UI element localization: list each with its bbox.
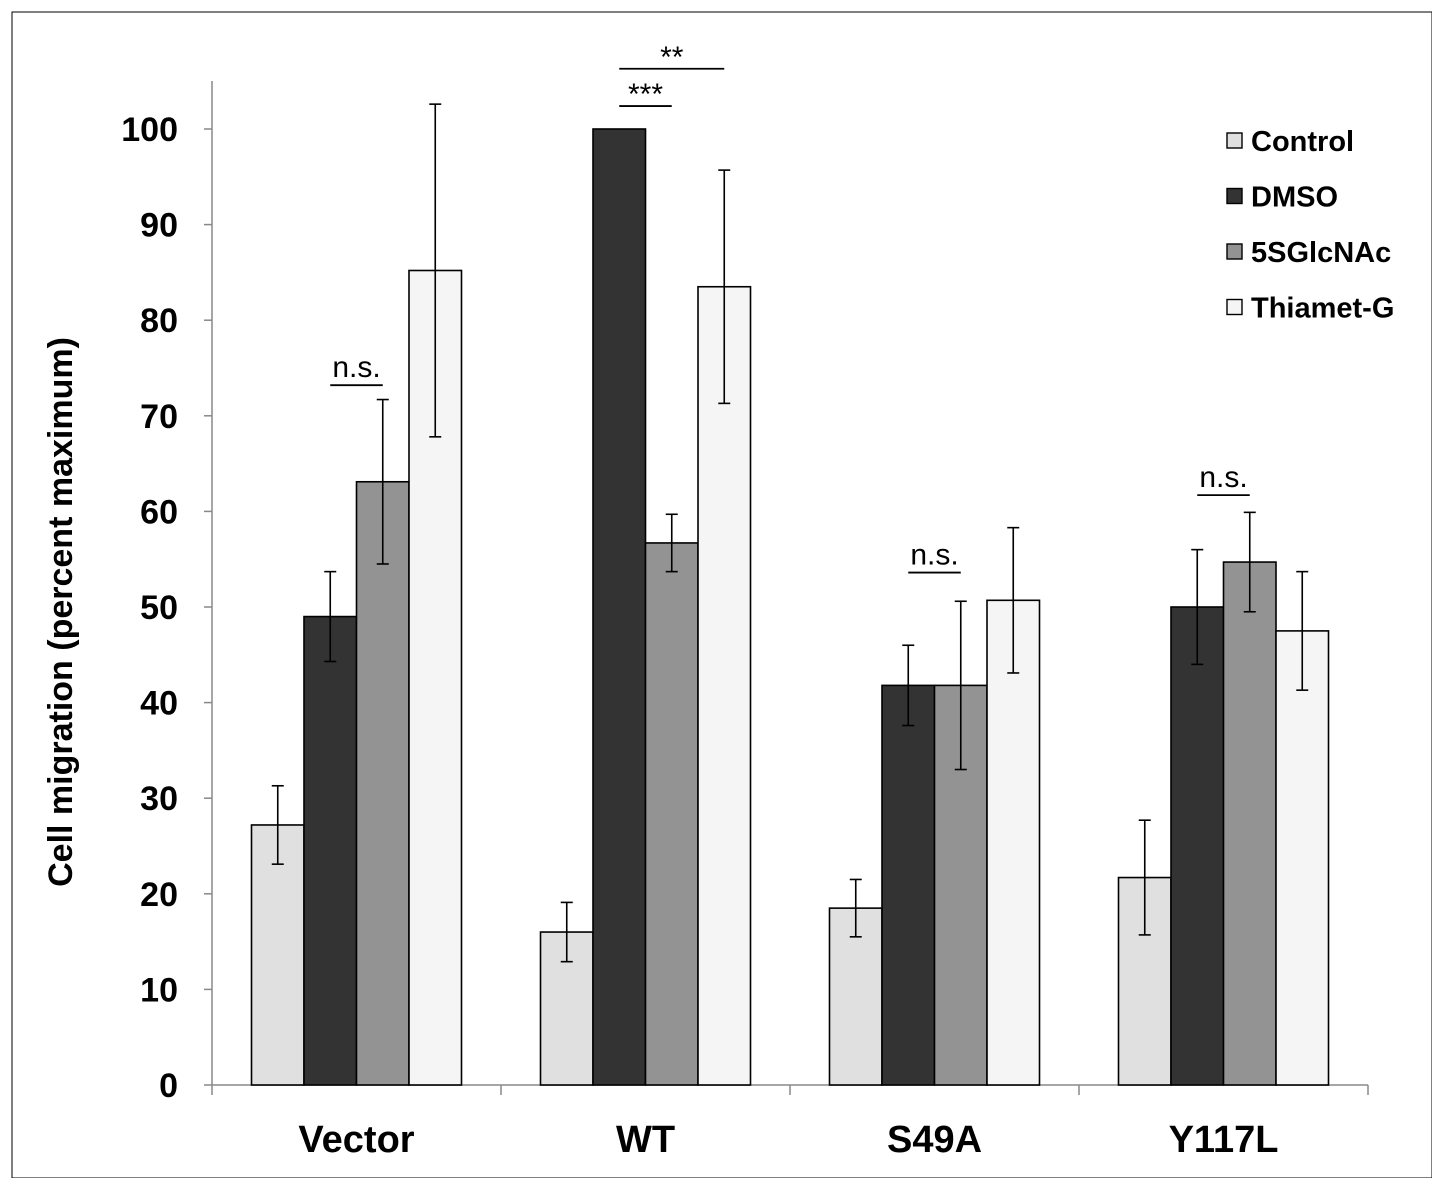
significance-label: ** bbox=[660, 41, 684, 74]
legend-label: DMSO bbox=[1251, 182, 1338, 214]
bar bbox=[697, 285, 752, 1086]
x-tick-label: WT bbox=[616, 1119, 675, 1161]
y-tick-label: 50 bbox=[140, 589, 178, 627]
axes: 0 10 20 30 40 50 60 70 80 90 100 Vector WT S49A Y117L bbox=[121, 81, 1369, 1161]
legend-swatch bbox=[1226, 243, 1243, 260]
x-tick-label: Vector bbox=[298, 1119, 414, 1161]
y-tick-label: 80 bbox=[140, 302, 178, 340]
y-tick-label: 30 bbox=[140, 780, 178, 818]
y-tick-label: 40 bbox=[140, 685, 178, 723]
bar bbox=[986, 599, 1041, 1086]
y-tick-label: 60 bbox=[140, 493, 178, 531]
y-tick-label: 100 bbox=[121, 111, 178, 149]
bar bbox=[1275, 630, 1330, 1086]
bar bbox=[644, 542, 699, 1086]
significance-label: *** bbox=[628, 78, 663, 111]
bar bbox=[1222, 561, 1277, 1086]
bar bbox=[250, 824, 305, 1086]
significance-label: n.s. bbox=[332, 351, 380, 384]
y-axis-title: Cell migration (percent maximum) bbox=[42, 337, 80, 887]
y-tick-label: 20 bbox=[140, 876, 178, 914]
significance-label: n.s. bbox=[1199, 461, 1247, 494]
bar bbox=[881, 684, 936, 1086]
y-tick-label: 10 bbox=[140, 971, 178, 1009]
legend-swatch bbox=[1226, 132, 1243, 149]
legend: Control DMSO 5SGlcNAc Thiamet-G bbox=[1226, 126, 1394, 325]
y-tick-label: 0 bbox=[159, 1067, 178, 1105]
legend-label: Control bbox=[1251, 126, 1354, 158]
bar bbox=[355, 480, 410, 1086]
legend-label: 5SGlcNAc bbox=[1251, 237, 1391, 269]
y-axis-title-group: Cell migration (percent maximum) bbox=[42, 337, 80, 887]
bar bbox=[1170, 606, 1225, 1086]
figure-border bbox=[11, 11, 1432, 1178]
legend-swatch bbox=[1226, 298, 1243, 316]
legend-label: Thiamet-G bbox=[1251, 293, 1394, 325]
bar bbox=[303, 615, 358, 1086]
significance-annotations: n.s.*****n.s.n.s. bbox=[330, 41, 1250, 574]
x-tick-label: Y117L bbox=[1169, 1119, 1279, 1161]
y-tick-label: 70 bbox=[140, 398, 178, 436]
legend-swatch bbox=[1226, 187, 1243, 205]
significance-label: n.s. bbox=[910, 539, 958, 572]
x-tick-label: S49A bbox=[887, 1119, 982, 1161]
bar bbox=[592, 128, 647, 1086]
bars bbox=[250, 128, 1330, 1086]
error-bars bbox=[271, 103, 1309, 963]
y-tick-label: 90 bbox=[140, 207, 178, 245]
